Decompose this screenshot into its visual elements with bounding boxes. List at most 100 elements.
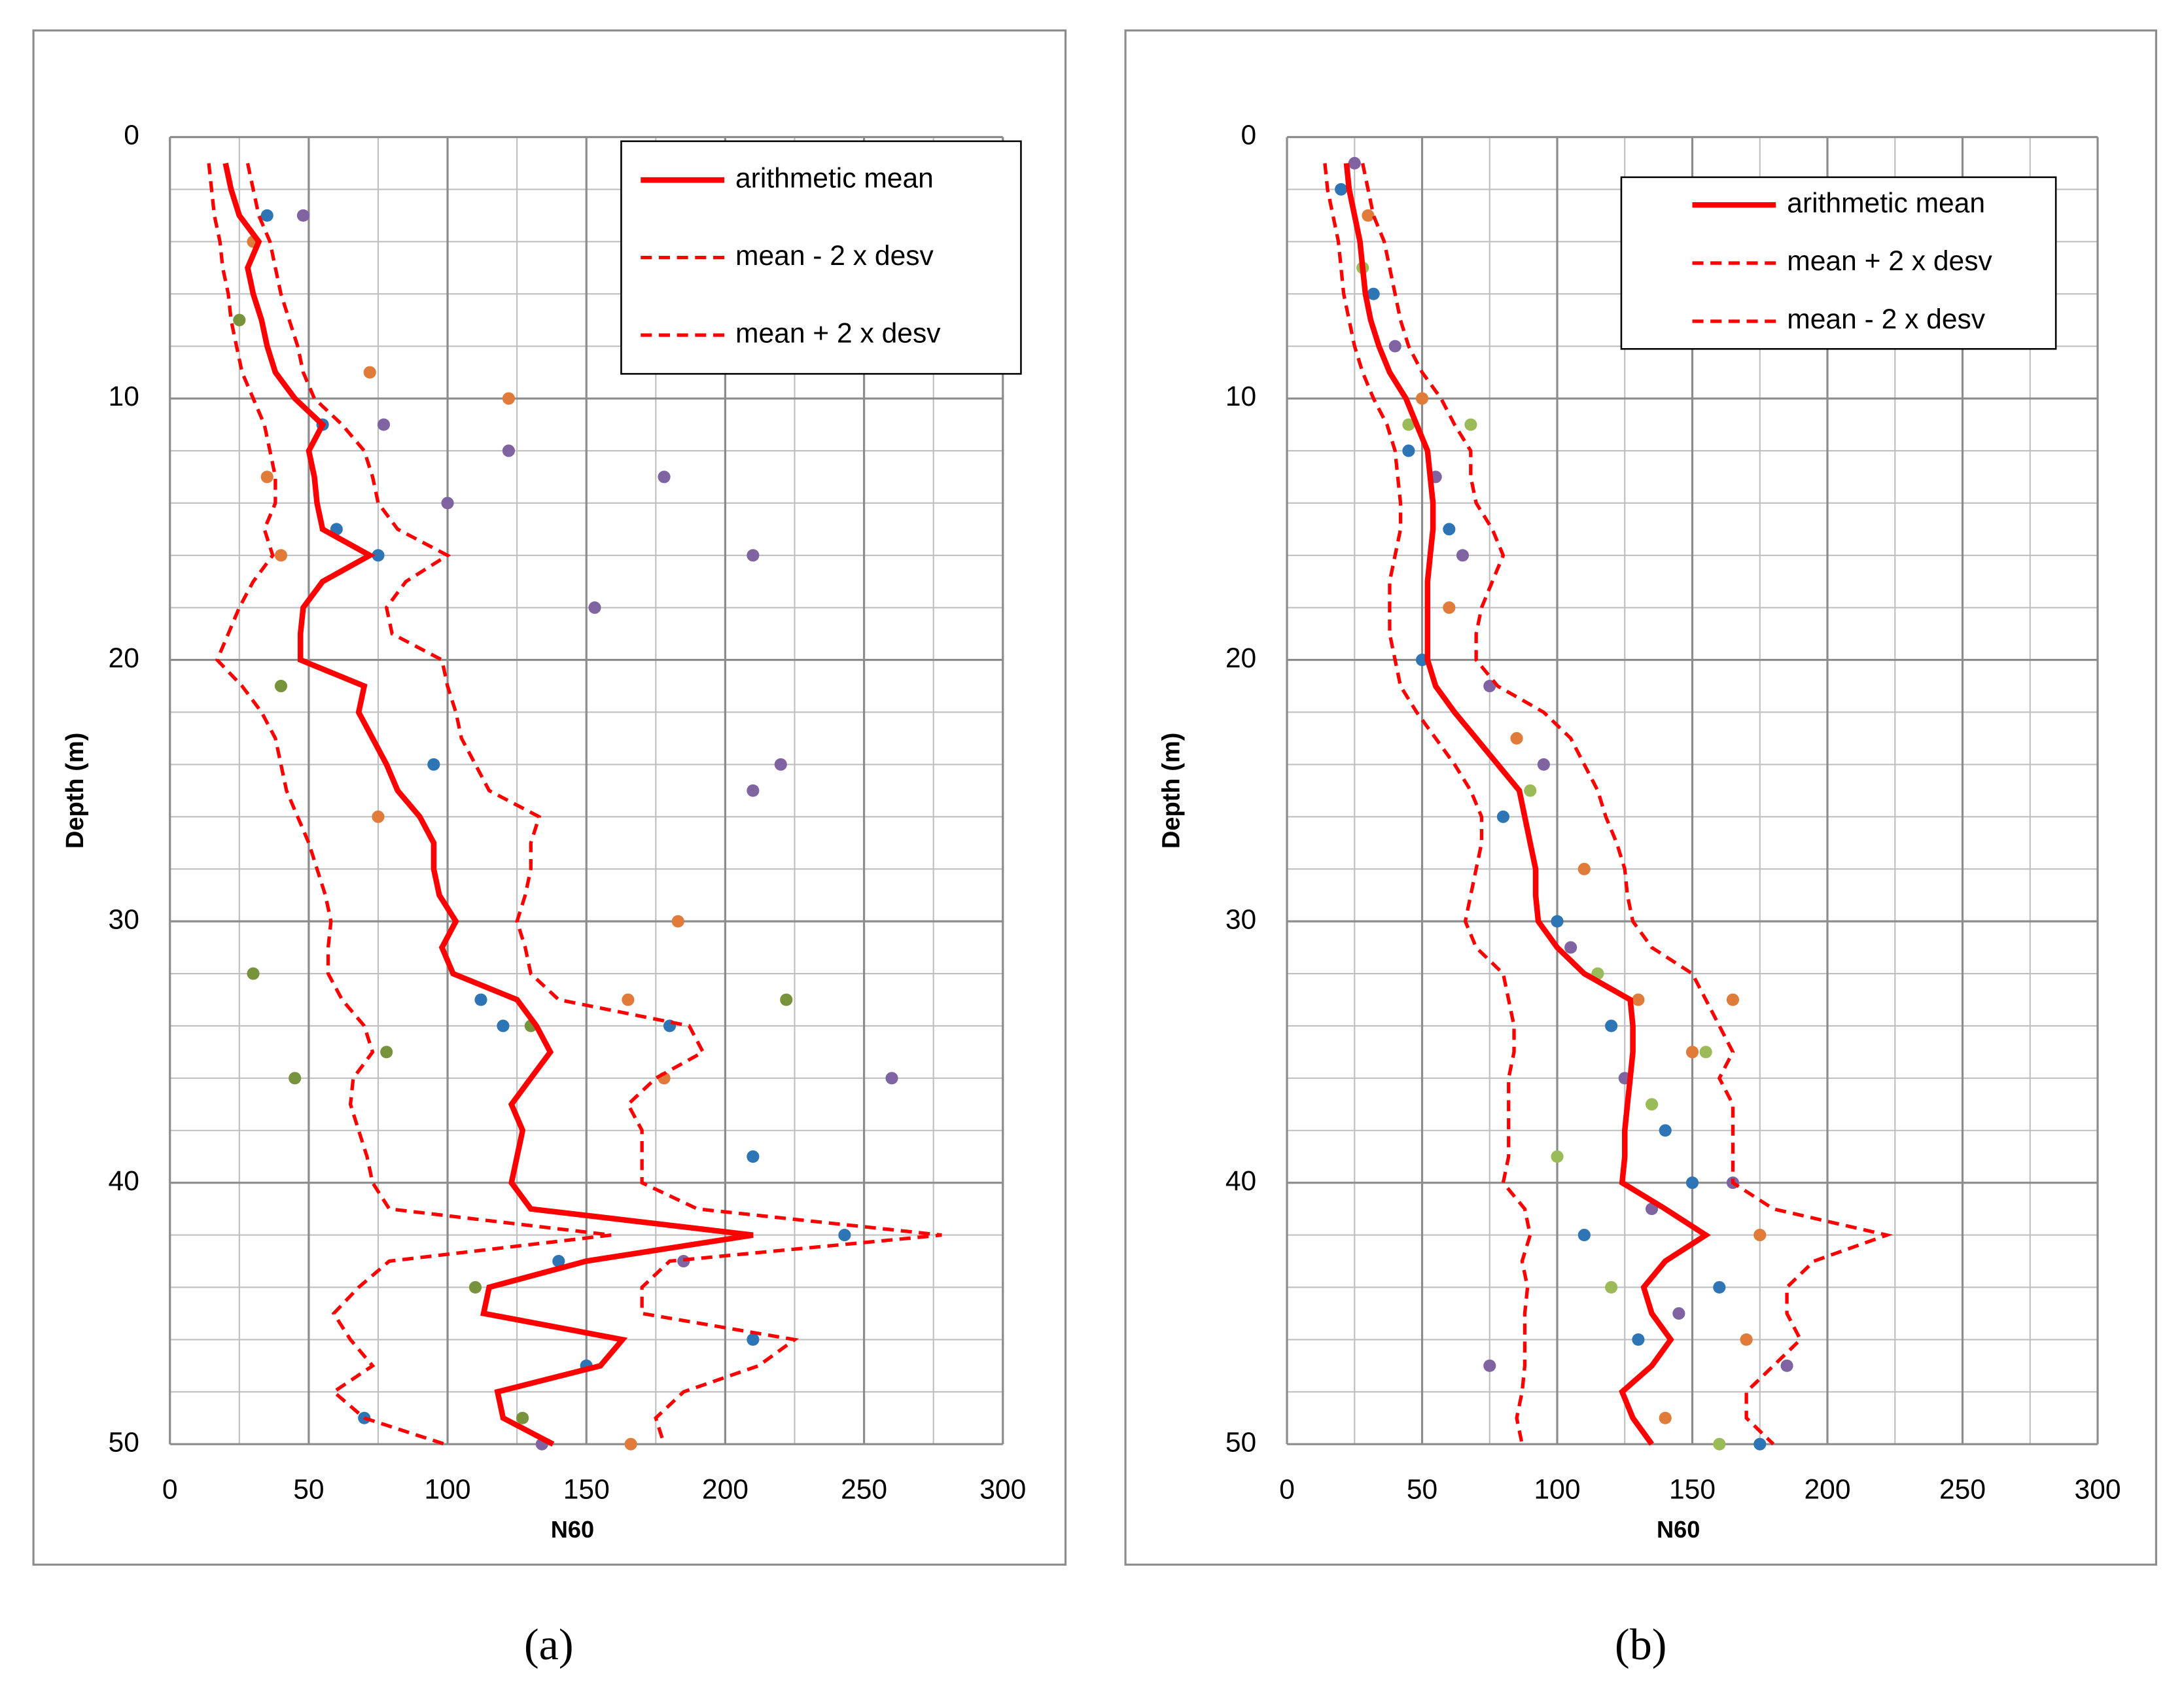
scatter-point xyxy=(1685,1046,1699,1059)
scatter-point xyxy=(474,993,487,1006)
scatter-point xyxy=(1740,1333,1753,1346)
scatter-point xyxy=(1510,731,1523,745)
scatter-point xyxy=(747,784,760,797)
scatter-point xyxy=(838,1229,851,1242)
y-tick-label: 50 xyxy=(1225,1426,1256,1457)
scatter-point xyxy=(671,915,684,928)
scatter-point xyxy=(502,392,515,405)
series-line xyxy=(1361,162,1893,1446)
scatter-point xyxy=(1464,418,1477,431)
scatter-point xyxy=(1551,915,1564,928)
scatter-point xyxy=(1577,1229,1591,1242)
scatter-point xyxy=(1483,680,1496,693)
legend-label: mean - 2 x desv xyxy=(1787,304,1986,334)
series-line xyxy=(1343,163,1712,1446)
y-tick-label: 50 xyxy=(109,1426,139,1457)
scatter-point xyxy=(624,1437,637,1451)
x-tick-label: 50 xyxy=(293,1473,324,1504)
caption: (b) xyxy=(1615,1619,1666,1669)
scatter-point xyxy=(441,497,454,510)
scatter-point xyxy=(1753,1437,1767,1451)
x-tick-label: 100 xyxy=(1534,1473,1581,1504)
y-axis-label: Depth (m) xyxy=(1157,733,1185,849)
y-tick-label: 20 xyxy=(109,643,139,673)
x-tick-label: 0 xyxy=(1279,1473,1295,1504)
y-tick-label: 40 xyxy=(109,1165,139,1196)
x-tick-label: 300 xyxy=(979,1473,1026,1504)
scatter-point xyxy=(1577,862,1591,875)
scatter-point xyxy=(427,758,440,771)
x-tick-label: 250 xyxy=(1939,1473,1986,1504)
legend-label: mean + 2 x desv xyxy=(1787,245,1992,276)
scatter-point xyxy=(1726,993,1740,1006)
scatter-point xyxy=(885,1072,898,1085)
scatter-point xyxy=(1443,523,1456,536)
y-tick-label: 30 xyxy=(1225,904,1256,934)
x-tick-label: 150 xyxy=(1669,1473,1716,1504)
y-tick-label: 30 xyxy=(109,904,139,934)
scatter-point xyxy=(274,680,288,693)
scatter-point xyxy=(1672,1307,1685,1320)
scatter-point xyxy=(1483,1359,1496,1372)
scatter-point xyxy=(296,209,309,222)
scatter-point xyxy=(1388,340,1401,353)
legend-label: arithmetic mean xyxy=(1787,187,1985,218)
scatter-point xyxy=(502,444,515,457)
scatter-point xyxy=(497,1019,510,1032)
scatter-point xyxy=(260,209,273,222)
scatter-point xyxy=(780,993,793,1006)
scatter-point xyxy=(588,601,601,614)
scatter-point xyxy=(1685,1176,1699,1190)
scatter-point xyxy=(774,758,787,771)
scatter-point xyxy=(274,549,288,562)
scatter-point xyxy=(1564,941,1577,954)
scatter-point xyxy=(233,313,246,326)
scatter-point xyxy=(1659,1411,1672,1424)
scatter-point xyxy=(247,967,260,980)
scatter-point xyxy=(1699,1046,1712,1059)
x-tick-label: 0 xyxy=(162,1473,178,1504)
series-line xyxy=(1323,163,1532,1445)
x-tick-label: 300 xyxy=(2075,1473,2121,1504)
x-tick-label: 200 xyxy=(702,1473,749,1504)
scatter-point xyxy=(1402,418,1415,431)
x-tick-label: 100 xyxy=(425,1473,471,1504)
scatter-point xyxy=(1551,1150,1564,1163)
scatter-point xyxy=(372,810,385,823)
scatter-point xyxy=(1415,392,1429,405)
scatter-point xyxy=(1496,810,1510,823)
scatter-point xyxy=(1362,209,1375,222)
y-tick-label: 20 xyxy=(1225,643,1256,673)
scatter-point xyxy=(260,470,273,484)
series-line xyxy=(207,163,612,1446)
y-tick-label: 10 xyxy=(1225,381,1256,412)
legend-label: mean - 2 x desv xyxy=(735,240,934,271)
scatter-point xyxy=(289,1072,302,1085)
scatter-point xyxy=(1632,993,1645,1006)
y-tick-label: 0 xyxy=(124,120,139,150)
x-tick-label: 250 xyxy=(841,1473,887,1504)
scatter-point xyxy=(747,1333,760,1346)
scatter-point xyxy=(1367,287,1380,300)
scatter-point xyxy=(658,470,671,484)
legend-label: arithmetic mean xyxy=(735,162,934,193)
x-axis-label: N60 xyxy=(551,1516,594,1543)
x-axis-label: N60 xyxy=(1657,1516,1700,1543)
y-axis-label: Depth (m) xyxy=(61,733,89,849)
scatter-point xyxy=(747,549,760,562)
scatter-point xyxy=(1753,1229,1767,1242)
scatter-point xyxy=(363,366,376,379)
scatter-point xyxy=(1780,1359,1793,1372)
x-tick-label: 200 xyxy=(1805,1473,1851,1504)
scatter-point xyxy=(1348,156,1361,169)
scatter-point xyxy=(1713,1280,1726,1294)
caption: (a) xyxy=(524,1619,574,1669)
scatter-point xyxy=(552,1254,565,1268)
scatter-point xyxy=(1335,183,1348,196)
x-tick-label: 50 xyxy=(1407,1473,1437,1504)
scatter-point xyxy=(468,1280,482,1294)
scatter-point xyxy=(1605,1280,1618,1294)
series-line xyxy=(245,162,942,1445)
scatter-point xyxy=(516,1411,529,1424)
